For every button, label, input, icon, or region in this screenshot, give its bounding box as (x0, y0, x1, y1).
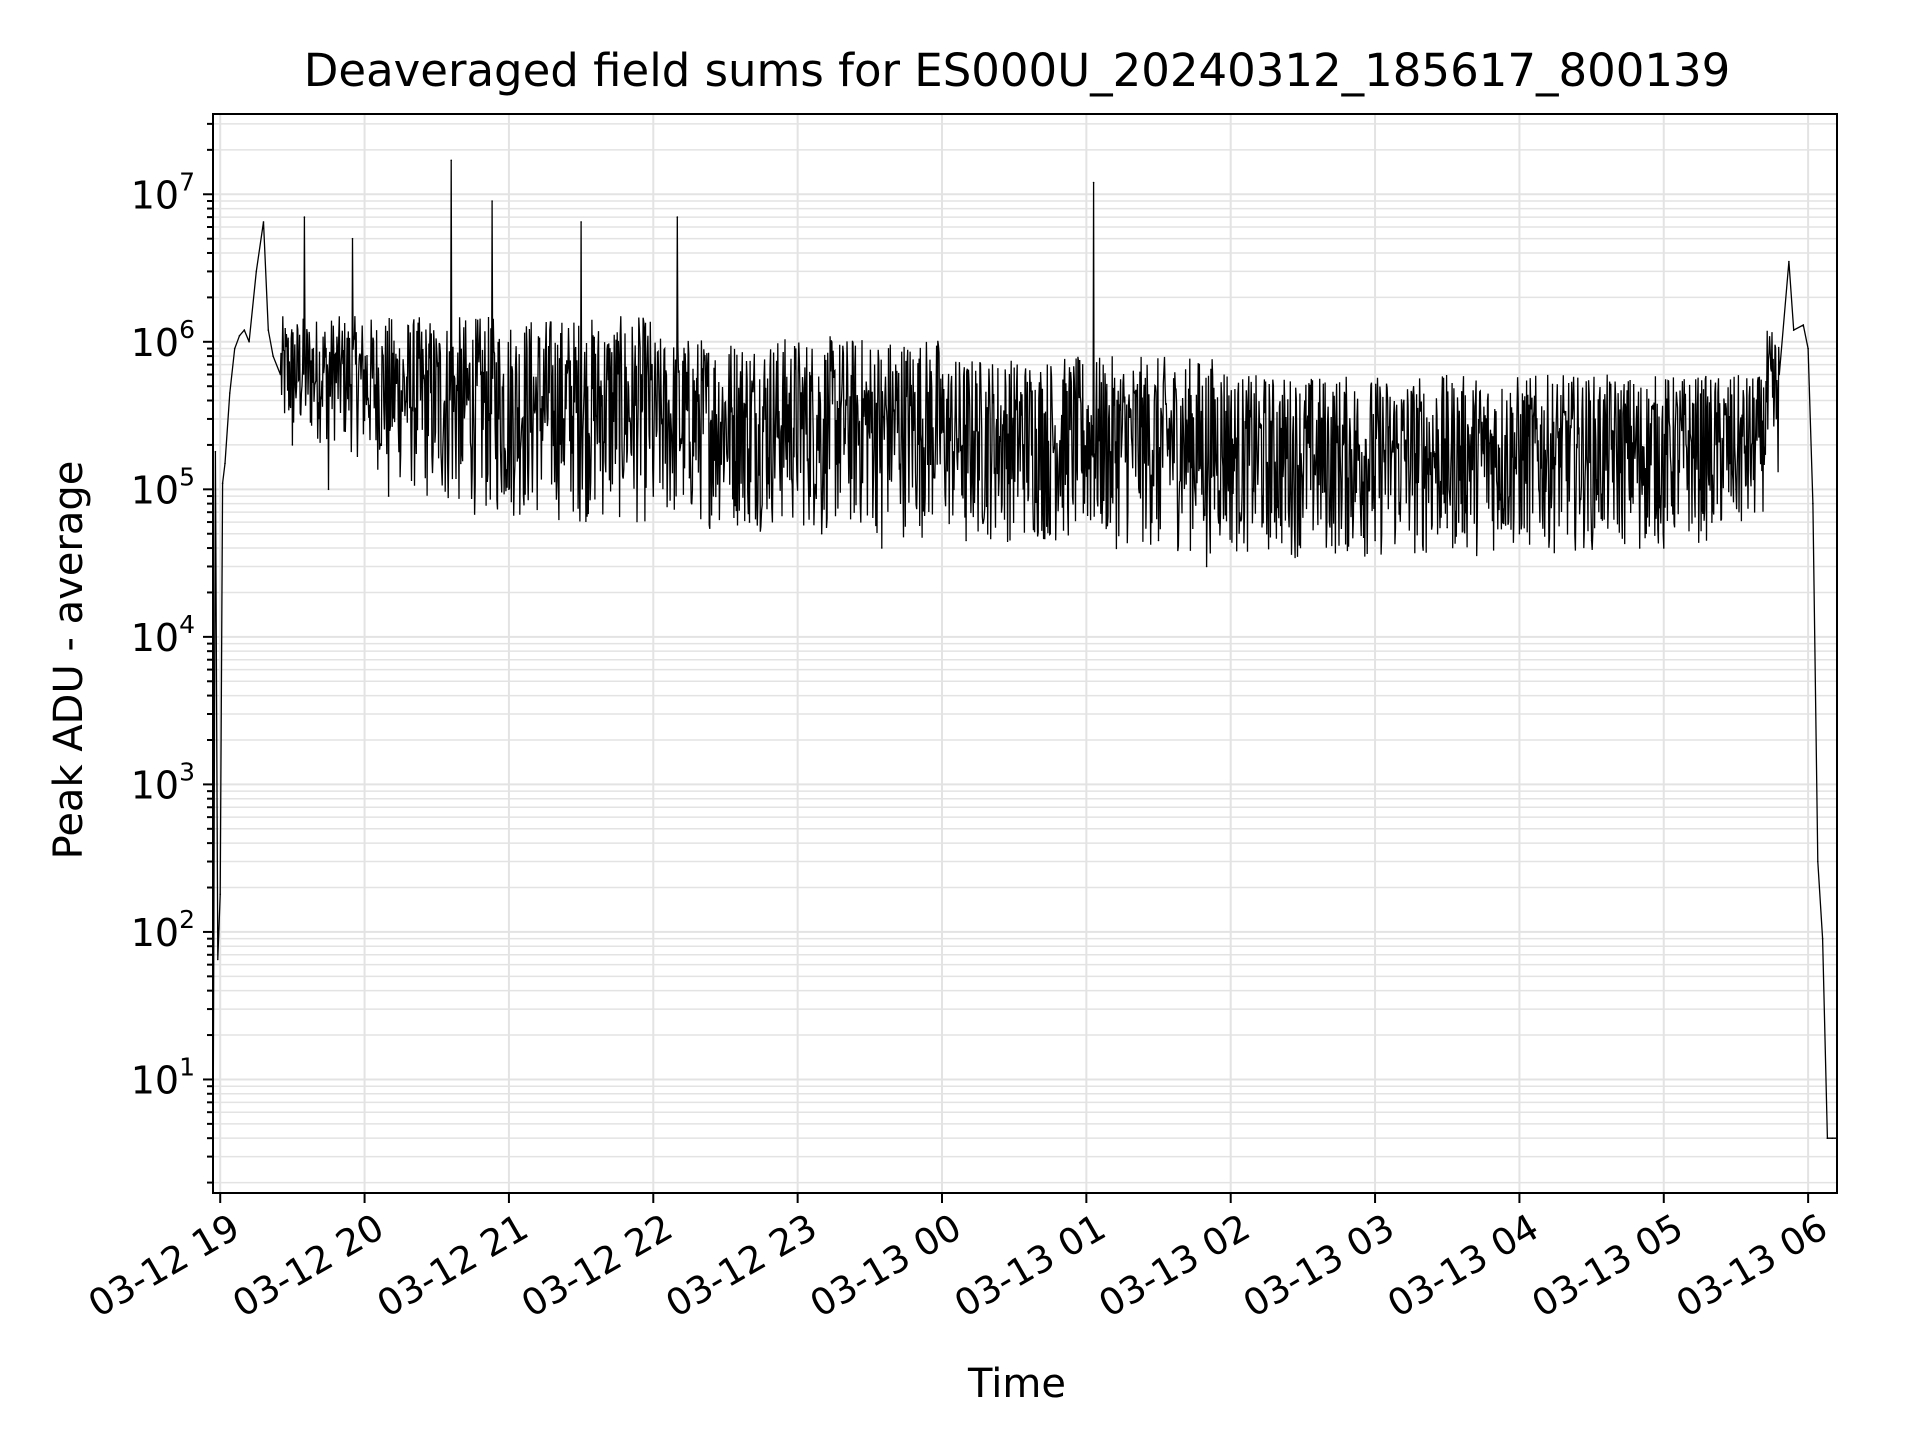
data-point (1157, 539, 1160, 542)
chart-title: Deaveraged field sums for ES000U_2024031… (304, 44, 1731, 97)
data-point (460, 462, 462, 465)
data-point (688, 476, 691, 479)
series-line (212, 160, 1837, 1180)
data-point (243, 329, 246, 331)
data-point (291, 444, 294, 446)
data-point (1518, 532, 1521, 535)
data-point (1638, 547, 1641, 549)
data-point (217, 958, 219, 961)
data-point (351, 237, 354, 240)
y-tick-label: 102 (131, 905, 195, 955)
data-point (387, 495, 390, 497)
data-point (1663, 547, 1665, 549)
data-point (1326, 521, 1328, 523)
data-point (580, 221, 582, 223)
data-point (1802, 324, 1805, 326)
data-point (279, 373, 282, 376)
data-point (1049, 532, 1052, 535)
data-point (1817, 860, 1819, 863)
data-point (238, 334, 241, 337)
y-axis-label: Peak ADU - average (46, 461, 92, 860)
data-point (1205, 565, 1208, 568)
data-point (229, 392, 231, 394)
data-point (1821, 937, 1824, 940)
y-tick-label: 104 (131, 610, 195, 660)
y-tick-label: 103 (131, 757, 195, 807)
data-point (450, 159, 453, 162)
data-point (1092, 181, 1095, 184)
data-point (1812, 502, 1814, 505)
data-point (1109, 521, 1112, 523)
data-point (1788, 260, 1790, 263)
data-point (214, 450, 217, 453)
data-point (1590, 539, 1593, 542)
x-axis-label: Time (967, 1361, 1066, 1407)
data-point (1711, 521, 1713, 523)
data-point (221, 482, 224, 485)
y-tick-label: 106 (131, 315, 195, 365)
data-point (255, 270, 258, 273)
data-point (820, 532, 823, 535)
data-point (508, 488, 510, 491)
data-point (262, 221, 265, 223)
grid (213, 114, 1837, 1193)
data-point (1759, 429, 1761, 432)
data-point (1778, 373, 1781, 376)
data-point (219, 893, 221, 896)
data-point (267, 329, 270, 331)
data-point (652, 495, 655, 497)
data-point (491, 200, 493, 202)
data-point (233, 347, 236, 350)
data-point (1792, 329, 1795, 331)
y-tick-label: 101 (131, 1052, 195, 1102)
data-point (881, 547, 883, 549)
data-point (303, 216, 306, 218)
data-point (1807, 347, 1809, 350)
y-tick-label: 105 (131, 462, 195, 512)
data-point (248, 341, 250, 343)
data-point (748, 521, 751, 523)
data-point (327, 488, 330, 491)
data-point (272, 355, 274, 357)
data-point (224, 462, 226, 465)
y-tick-label: 107 (131, 167, 195, 217)
data-point (1831, 1137, 1833, 1139)
data-point (1826, 1137, 1829, 1139)
data-point (1374, 539, 1376, 542)
data-point (1446, 526, 1448, 529)
data-point (1266, 532, 1268, 535)
plot-frame (212, 113, 1838, 1194)
data-point (1735, 488, 1737, 491)
data-point (965, 539, 967, 542)
data-point (676, 216, 679, 218)
